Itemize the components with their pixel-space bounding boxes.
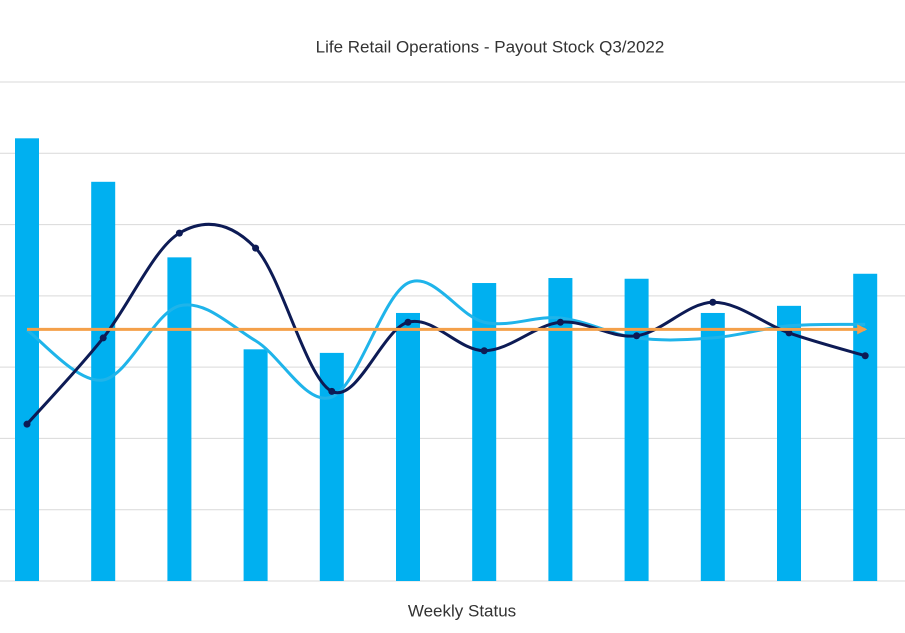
chart-title: Life Retail Operations - Payout Stock Q3…	[316, 37, 665, 56]
line-marker	[709, 298, 717, 306]
line	[26, 279, 866, 400]
line-marker	[23, 420, 31, 428]
bar	[853, 273, 878, 581]
bar	[472, 283, 497, 581]
line-marker	[328, 387, 336, 395]
bar	[396, 312, 420, 581]
line-marker	[480, 347, 488, 355]
line-marker	[175, 229, 183, 237]
bar	[243, 349, 268, 581]
bar	[777, 305, 801, 581]
x-axis-label: Weekly Status	[408, 601, 516, 620]
bar	[624, 278, 649, 581]
line-marker	[404, 318, 412, 326]
line-marker	[252, 244, 260, 252]
line-marker	[633, 332, 641, 340]
line-marker	[861, 352, 869, 360]
line-marker	[785, 329, 793, 337]
bar	[319, 352, 344, 581]
bar	[700, 312, 725, 581]
line	[25, 222, 866, 426]
line-marker	[99, 334, 107, 342]
line-marker	[556, 318, 564, 326]
bar	[15, 138, 39, 581]
